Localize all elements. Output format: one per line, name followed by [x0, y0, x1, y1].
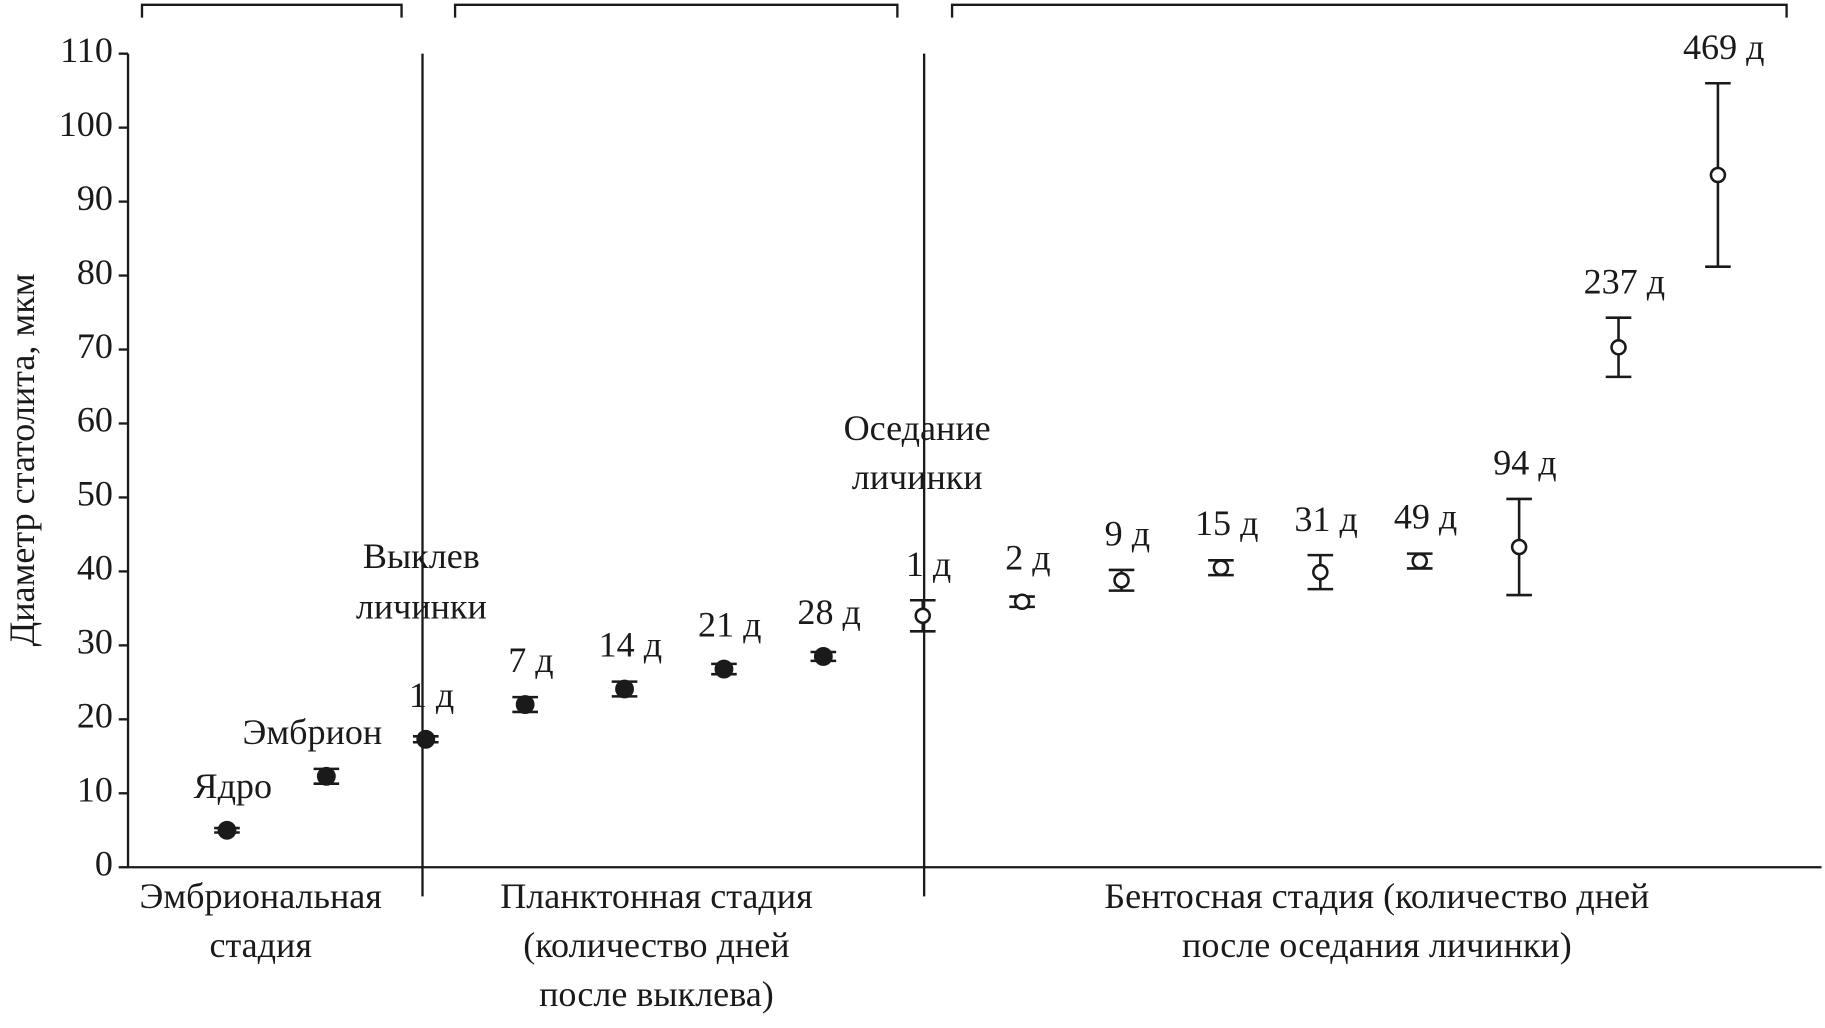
marker	[416, 729, 436, 749]
y-tick-label: 70	[77, 326, 113, 366]
stage-label: после оседания личинки)	[1182, 925, 1572, 965]
y-tick-label: 60	[77, 400, 113, 440]
stage-label: после выклева)	[539, 974, 774, 1014]
stage-bracket	[950, 3, 1788, 18]
point-label: 9 д	[1105, 514, 1150, 554]
point-label: 28 д	[797, 592, 860, 632]
point-label: 7 д	[508, 640, 553, 680]
marker	[1113, 572, 1130, 589]
y-tick-label: 90	[77, 178, 113, 218]
stage-label: Эмбриональная	[140, 876, 382, 916]
point-label: 469 д	[1683, 27, 1764, 67]
point-label: 1 д	[409, 675, 454, 715]
marker	[1709, 166, 1727, 184]
y-tick-label: 40	[77, 548, 113, 588]
marker	[217, 820, 237, 840]
point-label: 14 д	[599, 625, 662, 665]
point-label: 1 д	[906, 544, 951, 584]
stage-bracket	[453, 3, 899, 18]
point-label: Ядро	[194, 766, 273, 806]
y-tick-label: 0	[95, 844, 113, 884]
y-tick-label: 10	[77, 770, 113, 810]
stage-label: (количество дней	[523, 925, 789, 965]
marker	[1212, 559, 1230, 576]
annotation: Выклев	[363, 536, 480, 576]
point-label: 49 д	[1394, 497, 1457, 537]
y-tick-label: 100	[59, 104, 113, 144]
y-tick-label: 50	[77, 474, 113, 514]
marker	[1411, 552, 1428, 570]
marker	[714, 659, 734, 679]
marker	[1312, 563, 1329, 581]
point-label: 31 д	[1294, 499, 1357, 539]
y-axis-label: Диаметр статолита, мкм	[2, 273, 42, 646]
annotation: личинки	[852, 457, 983, 497]
y-tick-label: 20	[77, 696, 113, 736]
marker	[515, 695, 535, 714]
point-label: 237 д	[1584, 261, 1666, 301]
marker	[316, 766, 336, 786]
stage-label: стадия	[209, 925, 312, 965]
point-label: Эмбрион	[243, 712, 383, 752]
point-label: 94 д	[1493, 443, 1556, 483]
stage-label: Бентосная стадия (количество дней	[1104, 876, 1649, 916]
annotation: личинки	[356, 586, 487, 626]
marker	[615, 679, 634, 699]
stage-bracket	[140, 3, 403, 18]
marker	[1610, 339, 1627, 356]
marker	[1510, 538, 1528, 556]
point-label: 2 д	[1005, 537, 1050, 577]
y-tick-label: 110	[60, 30, 113, 70]
marker	[914, 607, 932, 625]
stage-label: Планктонная стадия	[500, 876, 813, 916]
y-tick-label: 80	[77, 252, 113, 292]
marker	[813, 647, 833, 666]
point-label: 21 д	[698, 605, 761, 645]
point-label: 15 д	[1195, 503, 1258, 543]
marker	[1013, 593, 1031, 610]
y-tick-label: 30	[77, 622, 113, 662]
annotation: Оседание	[844, 408, 991, 448]
